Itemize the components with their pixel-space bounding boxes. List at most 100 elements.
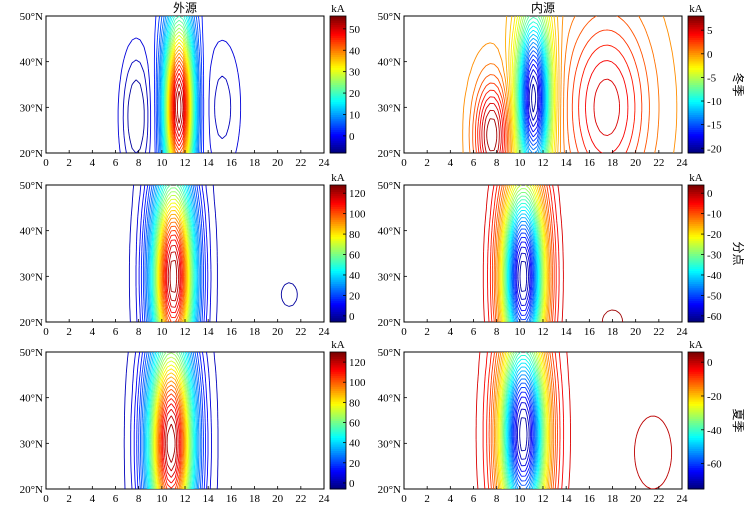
colorbar-swatch bbox=[688, 189, 704, 192]
contour-level bbox=[175, 83, 184, 131]
colorbar-swatch bbox=[330, 223, 346, 227]
colorbar-swatch bbox=[688, 480, 704, 484]
colorbar-swatch bbox=[688, 129, 704, 133]
colorbar-swatch bbox=[330, 43, 346, 47]
colorbar-swatch bbox=[330, 302, 346, 306]
colorbar-swatch bbox=[330, 71, 346, 75]
colorbar-tick-label: -15 bbox=[707, 120, 722, 132]
colorbar-tick-label: 30 bbox=[349, 67, 361, 79]
colorbar-tick-label: -5 bbox=[707, 72, 717, 84]
colorbar-swatch bbox=[330, 409, 346, 413]
contour-level bbox=[497, 185, 549, 322]
colorbar-swatch bbox=[330, 54, 346, 58]
colorbar-swatch bbox=[688, 43, 704, 47]
colorbar-swatch bbox=[330, 439, 346, 443]
contour-level bbox=[515, 241, 532, 312]
colorbar-swatch bbox=[688, 24, 704, 28]
colorbar-swatch bbox=[688, 214, 704, 218]
panel-3: 0 2 4 6 8 10 12 14 16 18 20 22 2420°N30°N40°N50°NkA0… bbox=[378, 172, 744, 338]
contour-level bbox=[489, 185, 557, 322]
contour-level bbox=[526, 63, 541, 133]
colorbar-swatch bbox=[330, 484, 346, 488]
contour-level bbox=[152, 185, 195, 322]
y-tick-label: 30°N bbox=[20, 271, 43, 283]
contour-level bbox=[482, 352, 565, 489]
colorbar-tick-label: 40 bbox=[349, 438, 361, 450]
colorbar-swatch bbox=[688, 431, 704, 434]
colorbar-swatch bbox=[688, 371, 704, 374]
colorbar-swatch bbox=[330, 431, 346, 434]
colorbar-swatch bbox=[688, 399, 704, 402]
colorbar-tick-label: -60 bbox=[707, 311, 722, 323]
colorbar-swatch bbox=[688, 264, 704, 267]
contour-level bbox=[508, 370, 538, 489]
contour-level bbox=[145, 352, 198, 489]
colorbar-swatch bbox=[330, 429, 346, 432]
contour-level bbox=[130, 352, 212, 489]
colorbar-swatch bbox=[688, 420, 704, 424]
colorbar-swatch bbox=[330, 80, 346, 83]
contour-level bbox=[147, 185, 200, 322]
contour-level bbox=[165, 415, 178, 472]
colorbar-swatch bbox=[330, 266, 346, 269]
colorbar-swatch bbox=[688, 307, 704, 310]
x-tick-label: 4 bbox=[448, 157, 454, 169]
colorbar-swatch bbox=[330, 366, 346, 370]
colorbar-swatch bbox=[330, 253, 346, 257]
contour-level bbox=[152, 185, 194, 322]
colorbar-swatch bbox=[688, 289, 704, 293]
colorbar-swatch bbox=[330, 407, 346, 411]
contour-level bbox=[160, 393, 182, 489]
x-tick-label: 0 bbox=[43, 493, 49, 505]
colorbar-swatch bbox=[688, 58, 704, 62]
colorbar-swatch bbox=[688, 296, 704, 299]
colorbar-swatch bbox=[330, 88, 346, 92]
colorbar-swatch bbox=[688, 65, 704, 68]
colorbar-swatch bbox=[688, 461, 704, 464]
colorbar-swatch bbox=[688, 80, 704, 83]
colorbar-tick-label: -20 bbox=[707, 143, 722, 155]
contour-level bbox=[138, 185, 209, 322]
colorbar-swatch bbox=[330, 401, 346, 404]
contour-level bbox=[166, 244, 181, 308]
contour-level bbox=[153, 360, 189, 489]
colorbar-swatch bbox=[330, 39, 346, 43]
colorbar-swatch bbox=[330, 379, 346, 383]
contour-level bbox=[508, 209, 539, 322]
x-tick-label: 16 bbox=[584, 493, 596, 505]
contour-level bbox=[518, 21, 549, 153]
colorbar-swatch bbox=[330, 388, 346, 392]
x-tick-label: 18 bbox=[607, 157, 619, 169]
colorbar-swatch bbox=[330, 394, 346, 398]
colorbar-swatch bbox=[330, 446, 346, 449]
x-tick-label: 20 bbox=[272, 326, 284, 338]
contour-level bbox=[511, 382, 536, 486]
colorbar-swatch bbox=[330, 399, 346, 402]
contour-level bbox=[148, 352, 195, 489]
colorbar-swatch bbox=[330, 30, 346, 34]
colorbar-swatch bbox=[330, 22, 346, 26]
contour-level bbox=[509, 213, 538, 322]
colorbar-swatch bbox=[330, 90, 346, 94]
colorbar-swatch bbox=[688, 474, 704, 477]
colorbar-swatch bbox=[688, 56, 704, 60]
colorbar-swatch bbox=[330, 24, 346, 28]
contour-level bbox=[507, 366, 539, 489]
x-tick-label: 2 bbox=[66, 493, 72, 505]
colorbar-swatch bbox=[688, 54, 704, 58]
season-label: 分点 bbox=[731, 241, 744, 265]
colorbar-unit: kA bbox=[331, 3, 345, 15]
colorbar-swatch bbox=[688, 429, 704, 432]
colorbar-tick-label: -10 bbox=[707, 209, 722, 221]
contour-level bbox=[166, 31, 192, 153]
contour-level bbox=[521, 37, 546, 153]
colorbar-swatch bbox=[688, 133, 704, 137]
contour-level bbox=[133, 352, 209, 489]
contour-level bbox=[146, 352, 196, 489]
colorbar-swatch bbox=[688, 18, 704, 21]
colorbar-swatch bbox=[330, 386, 346, 389]
colorbar-swatch bbox=[330, 418, 346, 421]
colorbar-swatch bbox=[688, 217, 704, 220]
contour-level bbox=[505, 195, 542, 322]
colorbar-tick-label: -40 bbox=[707, 270, 722, 282]
